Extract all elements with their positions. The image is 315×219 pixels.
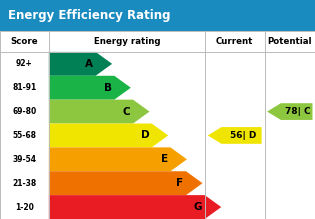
Text: D: D — [140, 131, 149, 140]
Text: A: A — [85, 59, 93, 69]
Text: C: C — [123, 107, 130, 117]
Text: Current: Current — [216, 37, 253, 46]
Text: Potential: Potential — [267, 37, 312, 46]
Polygon shape — [49, 52, 112, 76]
Text: 1-20: 1-20 — [15, 203, 34, 212]
Polygon shape — [49, 195, 221, 219]
Text: Energy rating: Energy rating — [94, 37, 160, 46]
Polygon shape — [49, 147, 187, 171]
Text: E: E — [161, 154, 168, 164]
Text: Score: Score — [11, 37, 38, 46]
Polygon shape — [267, 103, 312, 120]
Text: 56| D: 56| D — [230, 131, 257, 140]
Text: 39-54: 39-54 — [12, 155, 37, 164]
Text: 69-80: 69-80 — [12, 107, 37, 116]
Text: B: B — [104, 83, 112, 93]
Polygon shape — [49, 100, 150, 124]
Text: Energy Efficiency Rating: Energy Efficiency Rating — [8, 9, 170, 22]
Text: 81-91: 81-91 — [12, 83, 37, 92]
Polygon shape — [49, 124, 168, 147]
Polygon shape — [49, 76, 131, 100]
Polygon shape — [49, 171, 203, 195]
Text: F: F — [176, 178, 184, 188]
Bar — [0, 0, 315, 31]
Bar — [0, 31, 315, 219]
Text: 78| C: 78| C — [285, 107, 311, 116]
Polygon shape — [208, 127, 261, 144]
Text: 21-38: 21-38 — [12, 179, 37, 188]
Text: 92+: 92+ — [16, 59, 33, 68]
Text: 55-68: 55-68 — [12, 131, 37, 140]
Text: G: G — [194, 202, 202, 212]
